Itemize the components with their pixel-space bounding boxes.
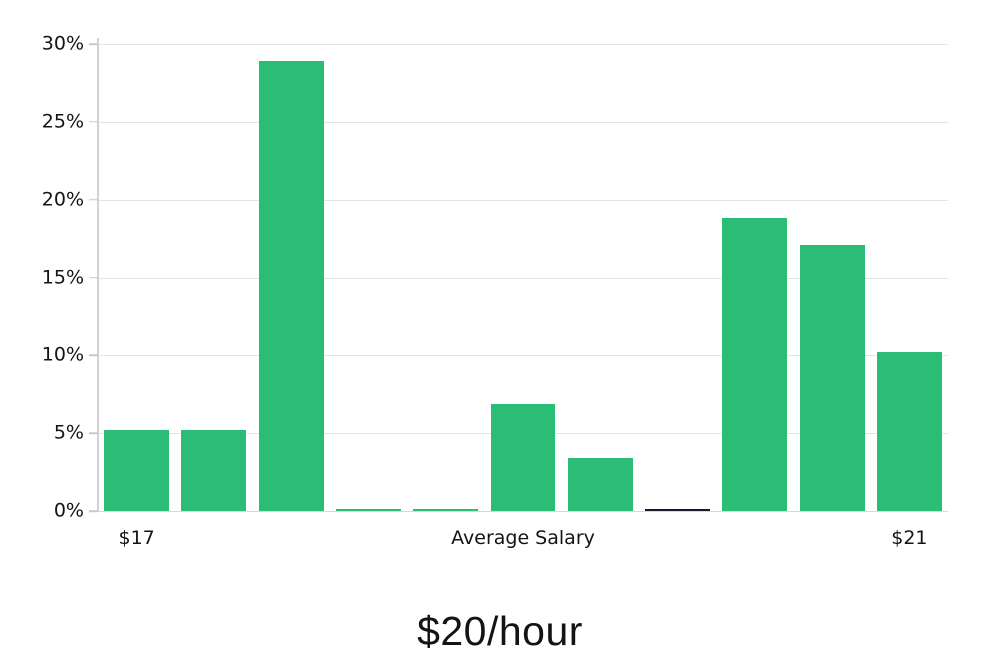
bar — [490, 403, 556, 511]
y-tick-label: 0% — [53, 499, 84, 522]
gridline — [98, 277, 948, 279]
bar — [336, 509, 401, 511]
bar — [181, 430, 247, 511]
y-tick-mark — [89, 432, 98, 434]
x-tick-label: Average Salary — [451, 527, 595, 549]
x-axis-line — [98, 510, 948, 512]
y-axis-line — [97, 38, 99, 512]
y-tick-mark — [89, 43, 98, 45]
y-tick-mark — [89, 510, 98, 512]
chart-title: $20/hour — [417, 608, 583, 654]
y-tick-mark — [89, 276, 98, 279]
y-tick-label: 10% — [41, 343, 84, 366]
plot-area — [98, 44, 948, 511]
y-tick-label: 25% — [41, 110, 84, 133]
bar — [876, 352, 942, 511]
bar — [258, 61, 324, 511]
bar — [567, 458, 633, 511]
y-tick-label: 5% — [53, 421, 84, 444]
y-tick-mark — [89, 121, 98, 123]
bar — [722, 218, 788, 511]
bar — [413, 509, 479, 511]
y-tick-label: 15% — [41, 266, 84, 288]
x-tick-label: $17 — [118, 527, 155, 549]
gridline — [98, 121, 948, 123]
bar — [799, 244, 865, 511]
y-tick-label: 30% — [41, 32, 84, 55]
y-tick-mark — [89, 198, 98, 201]
y-tick-mark — [89, 354, 98, 357]
gridline — [98, 355, 948, 357]
bar — [104, 430, 170, 511]
gridline — [98, 44, 948, 45]
y-tick-label: 20% — [41, 188, 84, 211]
x-tick-label: $21 — [891, 527, 928, 549]
highlighted-bar — [645, 509, 710, 511]
gridline — [98, 199, 948, 201]
